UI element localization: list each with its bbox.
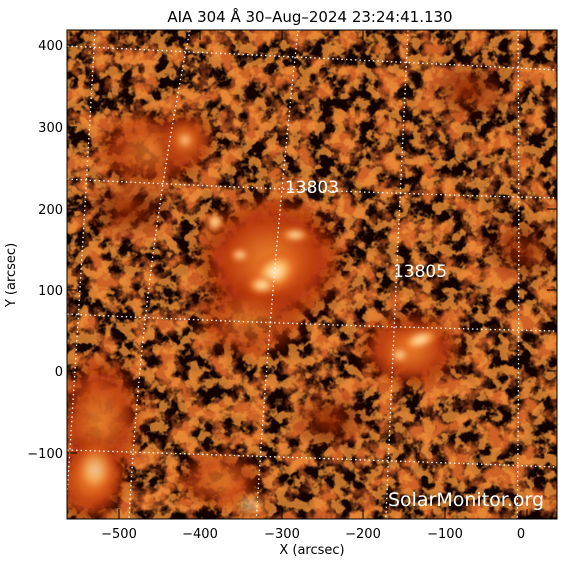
x-tick-label: −400 [182, 527, 218, 542]
y-tick-label: −100 [27, 447, 63, 462]
figure-title: AIA 304 Å 30–Aug–2024 23:24:41.130 [167, 7, 452, 26]
y-tick-label: 400 [38, 39, 63, 54]
active-region-cores [73, 131, 441, 519]
heliographic-grid [67, 30, 557, 519]
x-tick-label: 0 [517, 527, 525, 542]
active-region-label: 13805 [393, 262, 447, 282]
x-tick-label: −200 [345, 527, 381, 542]
x-tick-label: −100 [427, 527, 463, 542]
active-region-label: 13803 [285, 178, 339, 198]
plot-frame [66, 29, 558, 520]
y-tick-label: 0 [55, 365, 63, 380]
y-tick-label: 100 [38, 284, 63, 299]
y-tick-label: 300 [38, 121, 63, 136]
watermark: SolarMonitor.org [388, 489, 544, 511]
solar-image: 13803 13805 SolarMonitor.org [67, 30, 557, 519]
y-axis-ticks [67, 44, 557, 454]
y-axis-title: Y (arcsec) [4, 243, 19, 308]
x-tick-label: −300 [264, 527, 300, 542]
x-axis-title: X (arcsec) [279, 543, 344, 558]
x-tick-label: −500 [101, 527, 137, 542]
y-tick-label: 200 [38, 203, 63, 218]
x-axis-ticks [118, 30, 528, 519]
